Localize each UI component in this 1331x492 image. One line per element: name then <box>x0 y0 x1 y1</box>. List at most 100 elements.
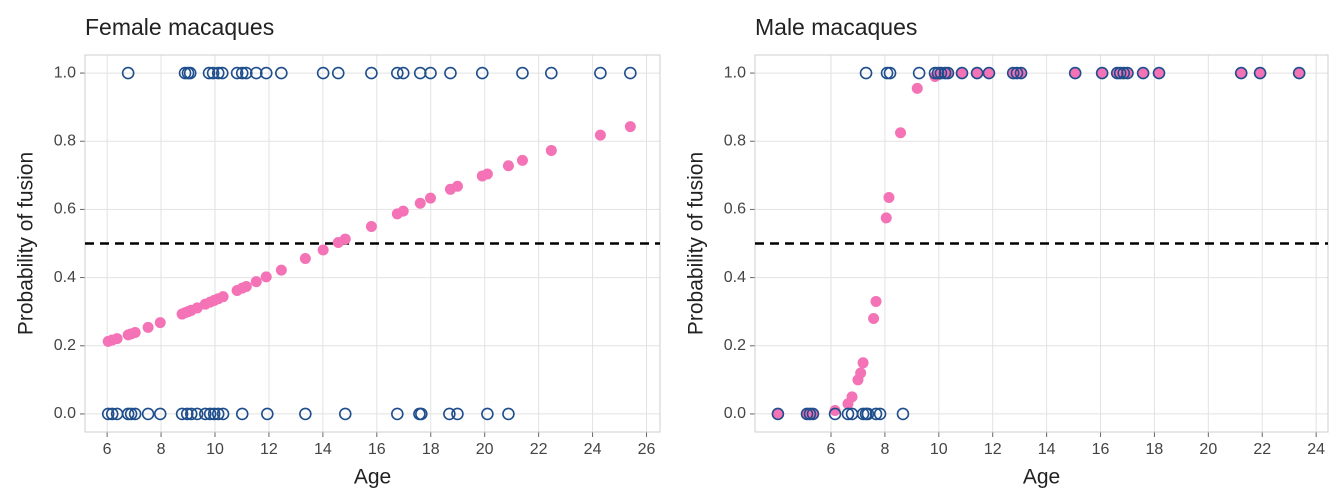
point <box>868 312 880 324</box>
point <box>1117 66 1131 80</box>
point <box>911 82 923 94</box>
x-tick-label: 6 <box>103 441 112 458</box>
point <box>121 66 135 80</box>
point <box>128 407 142 421</box>
point <box>545 144 557 156</box>
point <box>771 407 785 421</box>
point <box>956 67 968 79</box>
point <box>391 66 404 80</box>
point <box>317 244 329 256</box>
point <box>896 407 910 421</box>
point <box>1235 67 1247 79</box>
point <box>183 66 197 80</box>
point <box>1069 67 1081 79</box>
y-tick-label: 0.4 <box>724 269 746 286</box>
point <box>859 66 873 80</box>
x-tick-label: 24 <box>584 441 602 458</box>
point <box>955 66 969 80</box>
point <box>141 407 155 421</box>
y-tick-label: 0.2 <box>724 337 746 354</box>
point <box>870 295 882 307</box>
point <box>339 233 351 245</box>
point <box>198 407 212 421</box>
point <box>1153 67 1165 79</box>
point <box>215 66 229 80</box>
point <box>1254 67 1266 79</box>
panel: Female macaques Age Probability of fusion 0… <box>15 14 661 489</box>
point <box>275 66 288 80</box>
point <box>101 407 115 421</box>
point <box>217 291 229 303</box>
point <box>880 212 892 224</box>
x-tick-label: 8 <box>880 441 889 458</box>
y-tick-label: 0.8 <box>724 132 746 149</box>
point <box>983 67 995 79</box>
point <box>180 407 194 421</box>
point <box>153 407 167 421</box>
point <box>806 407 820 421</box>
x-tick-label: 14 <box>314 441 332 458</box>
x-tick-label: 20 <box>476 441 494 458</box>
point <box>829 405 841 417</box>
point <box>129 326 141 338</box>
point <box>941 66 955 80</box>
point <box>857 357 869 369</box>
point <box>203 407 217 421</box>
point <box>912 66 926 80</box>
point <box>175 407 189 421</box>
x-axis-label: Age <box>1023 466 1060 489</box>
point <box>424 192 436 204</box>
x-tick-label: 16 <box>368 441 386 458</box>
point <box>249 66 263 80</box>
point <box>883 66 897 80</box>
point <box>861 407 875 421</box>
point <box>206 66 220 80</box>
point <box>397 205 409 217</box>
y-tick-label: 0.0 <box>724 405 746 422</box>
point <box>235 66 249 80</box>
x-tick-label: 18 <box>422 441 440 458</box>
point <box>1014 66 1028 80</box>
point <box>391 407 404 421</box>
x-tick-label: 22 <box>530 441 548 458</box>
point <box>1010 66 1024 80</box>
x-tick-label: 8 <box>157 441 166 458</box>
point <box>259 66 273 80</box>
x-tick-label: 20 <box>1199 441 1217 458</box>
point <box>594 66 607 80</box>
point <box>235 407 249 421</box>
point <box>841 407 855 421</box>
point <box>239 66 253 80</box>
point <box>154 317 166 329</box>
point <box>260 271 272 283</box>
point <box>316 66 330 80</box>
point <box>481 168 493 180</box>
point <box>970 66 984 80</box>
point <box>772 408 784 420</box>
x-tick-label: 24 <box>1307 441 1325 458</box>
point <box>451 180 463 192</box>
point <box>1136 66 1150 80</box>
point <box>1234 66 1248 80</box>
point <box>475 66 489 80</box>
y-tick-label: 1.0 <box>54 64 76 81</box>
y-tick-label: 0.6 <box>724 201 746 218</box>
point <box>934 66 948 80</box>
point <box>365 66 378 80</box>
x-tick-label: 12 <box>260 441 278 458</box>
point <box>211 66 225 80</box>
point <box>1095 66 1109 80</box>
point <box>624 121 636 133</box>
point <box>451 407 464 421</box>
panel-title: Female macaques <box>85 14 274 40</box>
point <box>895 127 907 139</box>
point <box>396 66 410 80</box>
panel-title: Male macaques <box>755 14 917 40</box>
point <box>275 264 287 276</box>
y-tick-label: 0.0 <box>54 405 76 422</box>
point <box>1137 67 1149 79</box>
point <box>230 66 244 80</box>
x-tick-label: 14 <box>1038 441 1056 458</box>
point <box>299 407 312 421</box>
point <box>873 407 887 421</box>
